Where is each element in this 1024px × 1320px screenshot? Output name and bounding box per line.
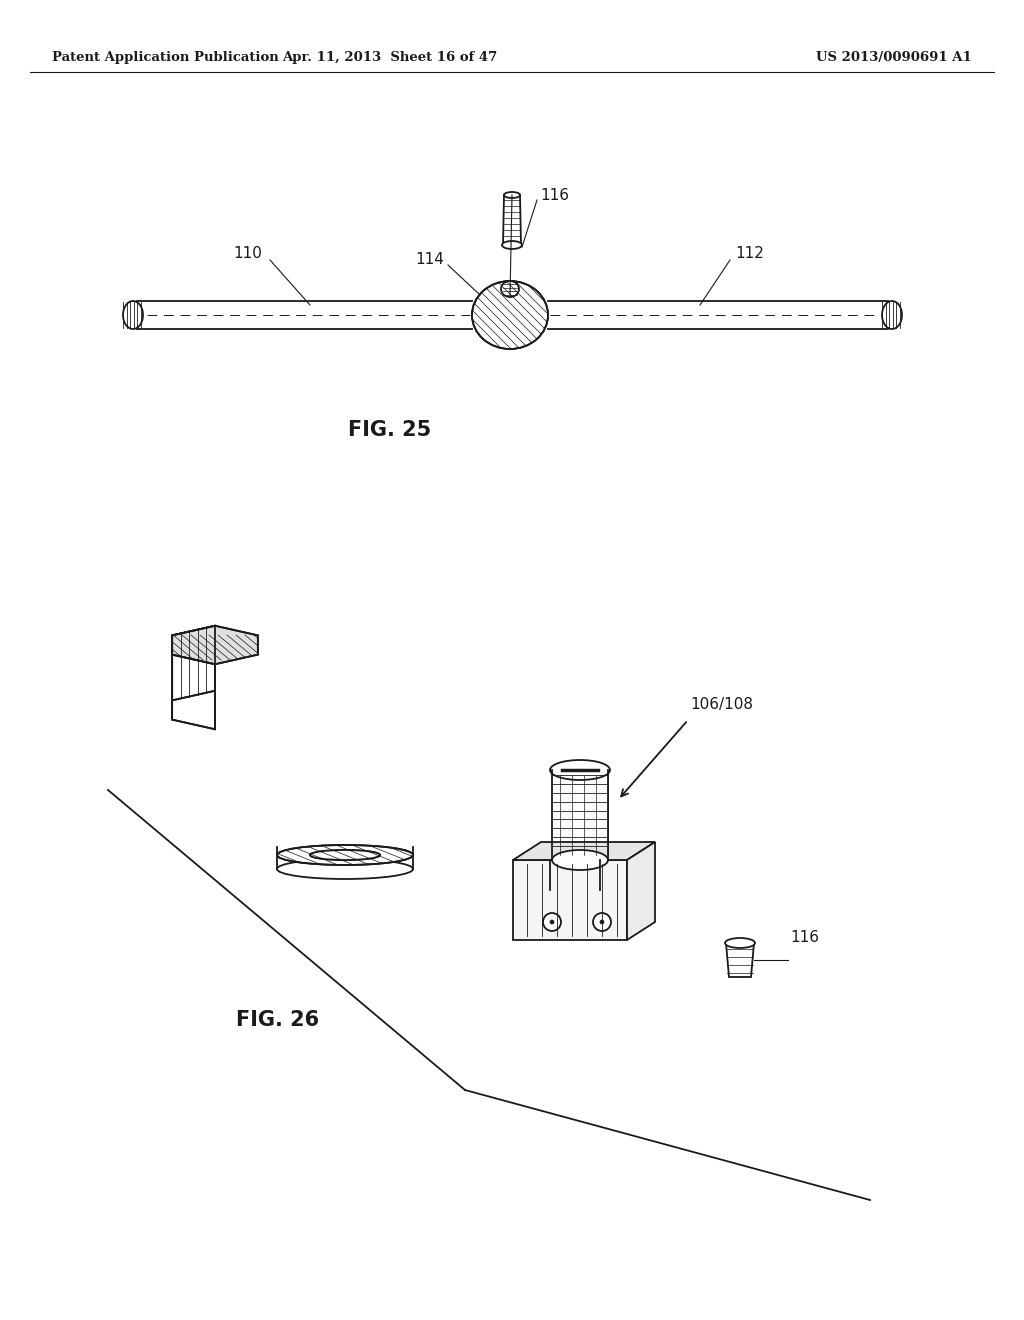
Ellipse shape xyxy=(550,760,610,780)
Circle shape xyxy=(593,913,611,931)
Text: Patent Application Publication: Patent Application Publication xyxy=(52,51,279,65)
Polygon shape xyxy=(172,655,215,729)
Polygon shape xyxy=(513,842,655,861)
Text: 116: 116 xyxy=(540,187,569,202)
Ellipse shape xyxy=(278,859,413,879)
Ellipse shape xyxy=(472,281,548,348)
Text: FIG. 25: FIG. 25 xyxy=(348,420,432,440)
Text: 116: 116 xyxy=(790,931,819,945)
Ellipse shape xyxy=(725,939,755,948)
Polygon shape xyxy=(172,626,258,664)
Circle shape xyxy=(543,913,561,931)
Ellipse shape xyxy=(123,301,143,329)
Text: 106/108: 106/108 xyxy=(690,697,753,713)
Circle shape xyxy=(550,920,554,924)
Text: 112: 112 xyxy=(735,246,765,260)
Text: 114: 114 xyxy=(415,252,443,268)
Ellipse shape xyxy=(310,850,380,861)
Polygon shape xyxy=(172,626,215,701)
Polygon shape xyxy=(726,942,754,977)
Ellipse shape xyxy=(552,850,608,870)
Ellipse shape xyxy=(310,850,380,861)
Polygon shape xyxy=(627,842,655,940)
Text: 110: 110 xyxy=(233,246,262,260)
Ellipse shape xyxy=(278,845,413,865)
Text: Apr. 11, 2013  Sheet 16 of 47: Apr. 11, 2013 Sheet 16 of 47 xyxy=(283,51,498,65)
Text: FIG. 26: FIG. 26 xyxy=(237,1010,319,1030)
Circle shape xyxy=(600,920,604,924)
Polygon shape xyxy=(513,861,627,940)
Polygon shape xyxy=(503,195,521,246)
Ellipse shape xyxy=(502,242,522,249)
Ellipse shape xyxy=(504,191,520,198)
Text: US 2013/0090691 A1: US 2013/0090691 A1 xyxy=(816,51,972,65)
Ellipse shape xyxy=(501,281,519,297)
Ellipse shape xyxy=(882,301,902,329)
